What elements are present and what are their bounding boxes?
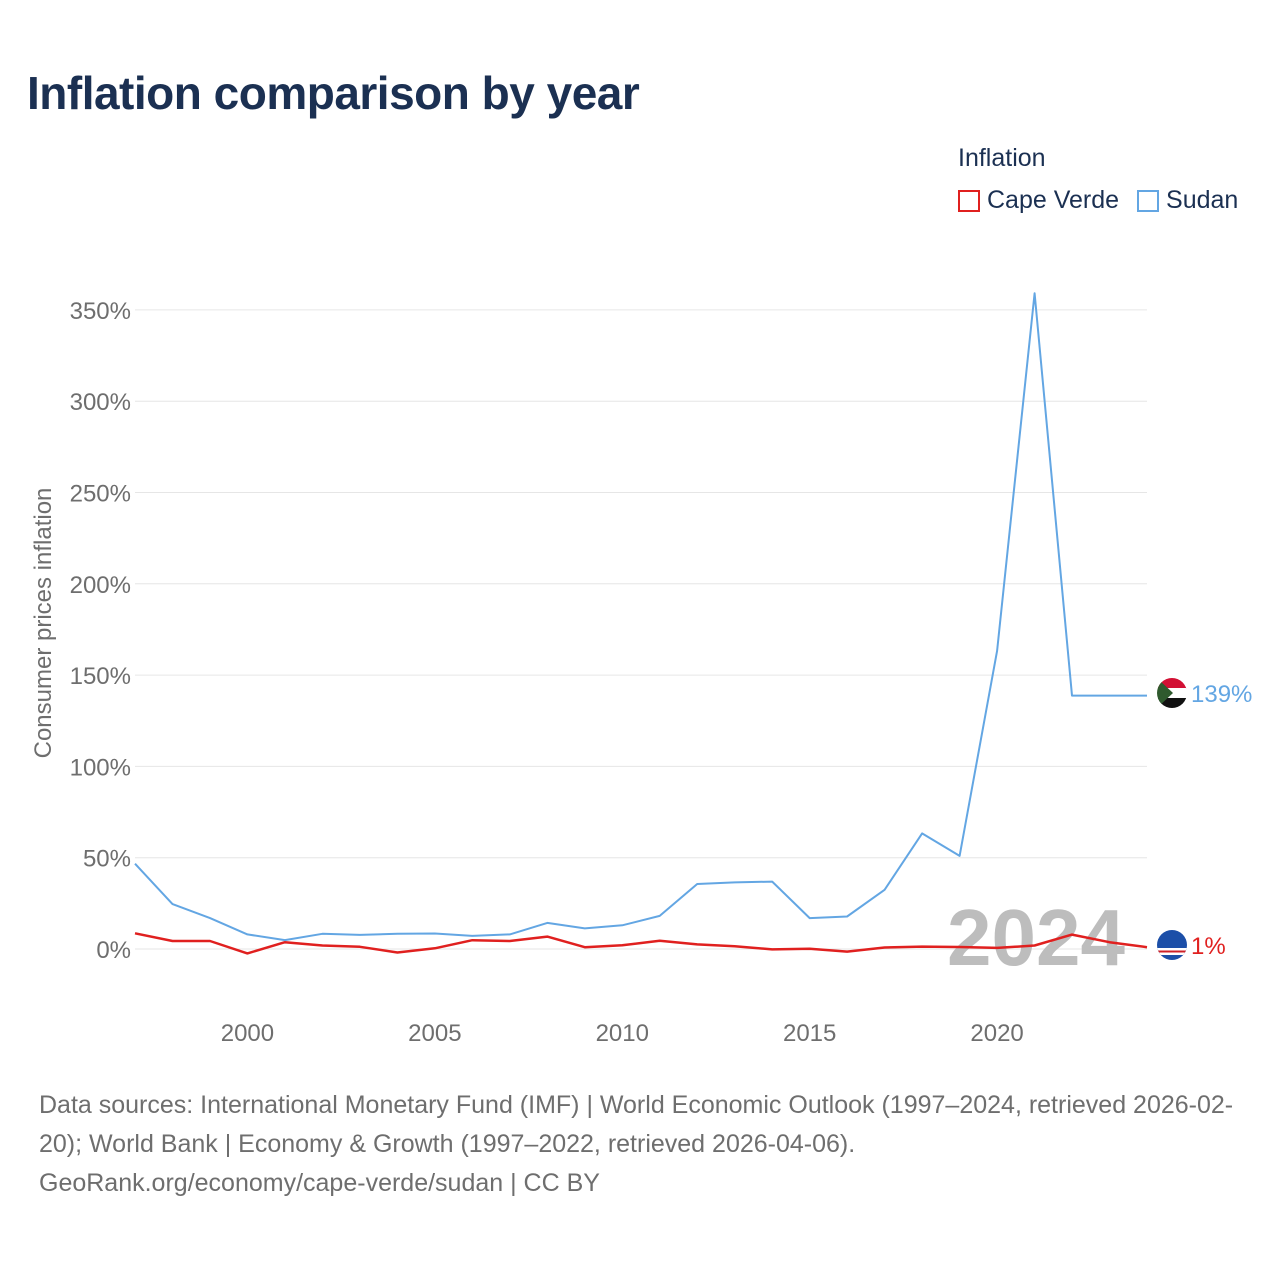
y-tick-label: 0%: [96, 937, 131, 964]
source-note: Data sources: International Monetary Fun…: [39, 1086, 1249, 1203]
legend-item-sudan[interactable]: Sudan: [1137, 186, 1238, 215]
series-line-cape-verde: [134, 932, 1148, 955]
legend-label-cape-verde: Cape Verde: [987, 186, 1120, 214]
legend-swatch-sudan: [1137, 189, 1160, 212]
year-watermark: 2024: [947, 893, 1125, 982]
x-tick-label: 2010: [596, 1020, 649, 1047]
attribution-link[interactable]: GeoRank.org/economy/cape-verde/sudan | C…: [39, 1169, 600, 1197]
x-tick-label: 2005: [408, 1020, 461, 1047]
x-tick-label: 2015: [783, 1020, 836, 1047]
y-tick-label: 150%: [70, 663, 131, 690]
y-tick-label: 250%: [70, 481, 131, 508]
y-tick-label: 100%: [70, 754, 131, 781]
cape-verde-flag-icon: [1157, 930, 1187, 960]
y-tick-label: 300%: [70, 389, 131, 416]
legend: Cape Verde Sudan: [958, 186, 1238, 215]
y-tick-label: 350%: [70, 298, 131, 325]
sudan-flag-icon: [1157, 678, 1187, 708]
source-line: Data sources: International Monetary Fun…: [39, 1091, 1234, 1158]
line-chart: 0% 50% 100% 150% 200% 250% 300% 350% 2000 2005 201…: [30, 292, 1252, 1047]
legend-label-sudan: Sudan: [1166, 186, 1239, 214]
legend-title: Inflation: [958, 144, 1046, 172]
x-tick-label: 2000: [221, 1020, 274, 1047]
y-axis-label: Consumer prices inflation: [30, 488, 57, 759]
series-line-sudan: [134, 292, 1147, 942]
end-label-cape-verde: 1%: [1191, 933, 1226, 960]
end-label-sudan: 139%: [1191, 681, 1252, 708]
y-tick-label: 200%: [70, 572, 131, 599]
x-tick-label: 2020: [970, 1020, 1023, 1047]
y-tick-label: 50%: [83, 846, 131, 873]
legend-swatch-cape-verde: [958, 189, 980, 212]
chart-title: Inflation comparison by year: [27, 67, 640, 119]
legend-item-cape-verde[interactable]: Cape Verde: [958, 186, 1119, 215]
